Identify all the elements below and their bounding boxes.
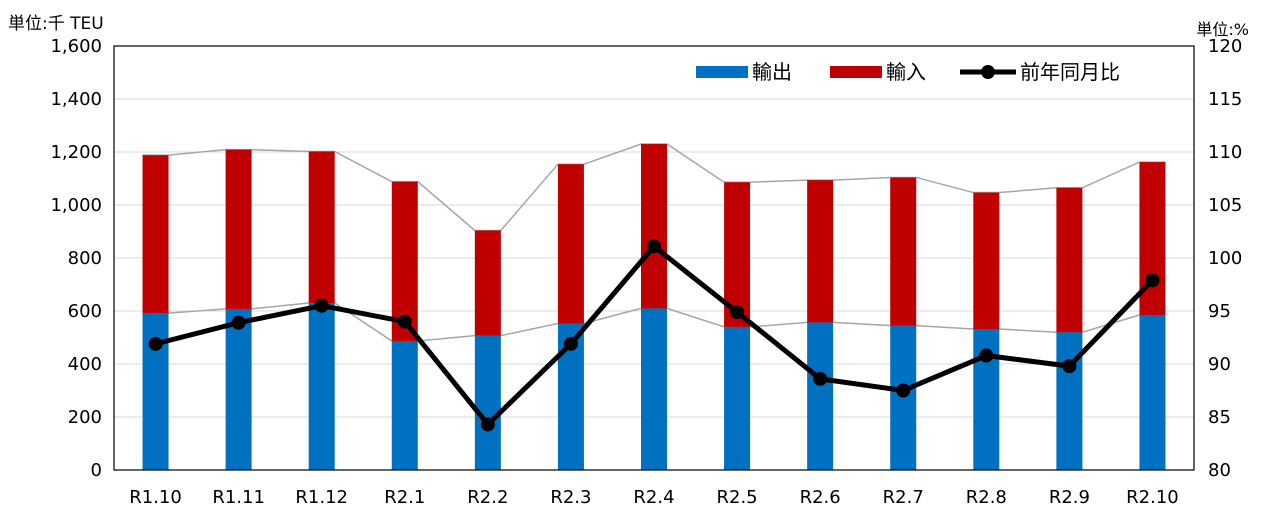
yoy-point [979,348,994,363]
bar-export [724,326,751,470]
bar-import [807,180,834,323]
bar-import [225,149,252,309]
x-tick-label: R1.10 [129,487,182,508]
bar-export [391,340,418,470]
left-axis: 0 200 400 600 800 1,000 1,200 1,400 1,600 [50,36,102,481]
left-tick-label: 1,400 [50,89,102,110]
bar-import [308,151,335,304]
bar-import [890,177,917,326]
bar-export [142,313,169,470]
legend-label-export: 輸出 [752,60,792,84]
left-tick-label: 1,600 [50,36,102,57]
x-tick-label: R2.4 [633,487,674,508]
bars [142,144,1166,470]
bar-export [1139,314,1166,470]
right-tick-label: 110 [1208,142,1242,163]
legend-swatch-import [830,66,882,78]
x-tick-label: R2.7 [883,487,924,508]
x-tick-label: R2.10 [1126,487,1179,508]
yoy-point [563,336,578,351]
left-tick-label: 800 [68,248,102,269]
left-tick-label: 1,000 [50,195,102,216]
yoy-point [896,383,911,398]
bar-import [391,181,418,341]
right-tick-label: 95 [1208,301,1231,322]
left-tick-label: 600 [68,301,102,322]
x-tick-label: R2.1 [384,487,425,508]
legend-marker-yoy [981,65,995,79]
plot-frame [113,45,1195,471]
left-tick-label: 200 [68,407,102,428]
plot-area-border [113,45,1195,471]
right-tick-label: 80 [1208,460,1231,481]
x-axis: R1.10 R1.11 R1.12 R2.1 R2.2 R2.3 R2.4 R2.5 R2.6 R… [129,487,1179,508]
x-tick-label: R1.12 [295,487,348,508]
left-tick-label: 400 [68,354,102,375]
x-tick-label: R2.9 [1049,487,1090,508]
bar-import [1056,187,1083,333]
yoy-point [397,314,412,329]
bar-import [474,230,501,336]
bar-import [142,155,169,314]
x-tick-label: R2.8 [966,487,1007,508]
yoy-point [1062,359,1077,374]
bar-import [557,164,584,324]
left-axis-unit: 単位:千 TEU [8,14,104,34]
x-tick-label: R2.5 [717,487,758,508]
right-tick-label: 105 [1208,195,1242,216]
right-tick-label: 90 [1208,354,1231,375]
left-tick-label: 1,200 [50,142,102,163]
bar-export [308,303,335,470]
bar-export [1056,332,1083,470]
left-tick-label: 0 [91,460,102,481]
bar-import [973,192,1000,330]
x-tick-label: R1.11 [212,487,265,508]
yoy-point [813,371,828,386]
x-tick-label: R2.6 [800,487,841,508]
bar-export [641,308,667,470]
yoy-point [647,239,661,254]
legend-label-yoy: 前年同月比 [1020,60,1120,84]
bar-export [225,308,252,470]
x-tick-label: R2.2 [467,487,508,508]
bar-export [890,325,917,470]
yoy-point [231,315,246,330]
right-tick-label: 115 [1208,89,1242,110]
bar-import [641,144,667,309]
yoy-point [1145,273,1160,288]
yoy-point [480,417,495,432]
yoy-point [730,305,745,320]
right-tick-label: 100 [1208,248,1242,269]
bar-export [474,335,501,470]
yoy-point [148,336,163,351]
legend-label-import: 輸入 [886,60,926,84]
right-axis: 80 85 90 95 100 105 110 115 120 [1208,36,1242,481]
legend-swatch-export [696,66,748,78]
right-tick-label: 120 [1208,36,1242,57]
legend: 輸出 輸入 前年同月比 [696,60,1120,84]
x-tick-label: R2.3 [550,487,591,508]
yoy-point [314,298,329,313]
right-axis-unit: 単位:% [1196,20,1249,39]
right-tick-label: 85 [1208,407,1231,428]
yoy-line [148,239,1160,432]
bar-export [807,322,834,470]
